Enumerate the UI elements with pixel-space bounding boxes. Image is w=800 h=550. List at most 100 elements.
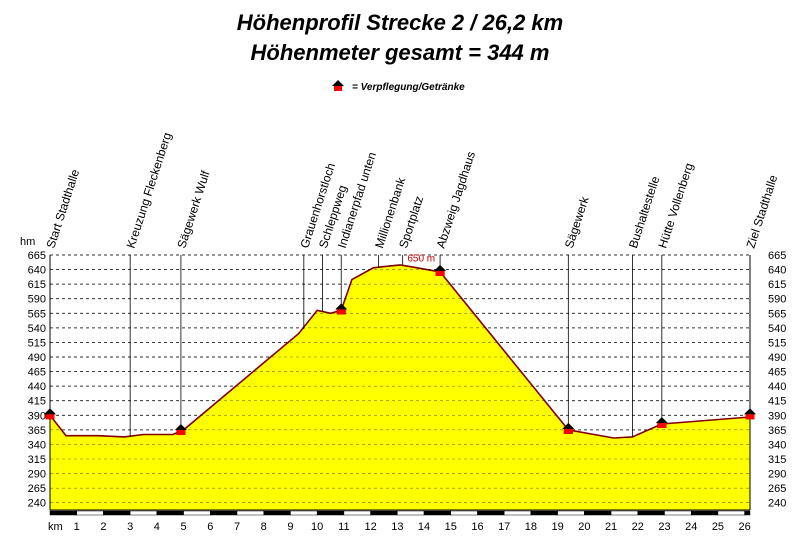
y-tick-label-left: 240 [28,498,46,510]
poi-label: Hütte Vollenberg [655,161,696,250]
refreshment-house-icon [44,408,56,420]
km-bar-segment [477,510,505,516]
x-tick-label: 23 [658,521,670,533]
y-tick-label-left: 665 [28,250,46,262]
x-tick-label: 4 [154,521,160,533]
y-tick-label-right: 465 [768,367,786,379]
km-bar-segment [183,510,211,516]
km-bar-segment [370,510,398,516]
refreshment-house-icon [174,424,187,436]
x-tick-label: 22 [632,521,644,533]
house-body [745,414,755,420]
km-bar-segment [530,510,558,516]
y-tick-label-left: 615 [28,279,46,291]
poi-label: Abzweig Jagdhaus [434,150,478,250]
km-bar-segment [290,510,318,516]
y-tick-label-right: 365 [768,425,786,437]
km-bar-segment [744,510,751,516]
x-tick-label: 21 [605,521,617,533]
x-tick-label: 18 [525,521,537,533]
y-tick-label-right: 265 [768,483,786,495]
chart-title-line-2: Höhenmeter gesamt = 344 m [250,40,550,65]
y-tick-label-left: 415 [28,396,46,408]
elevation-area [50,264,750,510]
x-tick-label: 6 [207,521,213,533]
x-tick-label: 14 [418,521,430,533]
x-tick-label: 1 [74,521,80,533]
y-tick-label-left: 440 [28,381,46,393]
km-bar-segment [103,510,131,516]
y-tick-label-right: 415 [768,396,786,408]
km-bar-segment [129,510,158,516]
house-body [563,428,573,434]
house-marker-icon [332,80,344,91]
km-bar-segment [156,510,184,516]
x-tick-label: 24 [685,521,697,533]
house-body [176,430,186,436]
peak-label: 650 m [407,254,435,265]
house-body [336,309,346,315]
poi-label: Ziel Stadthalle [744,173,781,250]
km-bar-segment [610,510,639,516]
y-tick-label-right: 565 [768,308,786,320]
x-tick-label: 2 [100,521,106,533]
y-tick-label-right: 540 [768,323,786,335]
y-tick-label-left: 315 [28,454,46,466]
y-tick-label-right: 615 [768,279,786,291]
km-bar-segment [210,510,238,516]
x-tick-label: 26 [739,521,751,533]
y-tick-label-left: 565 [28,308,46,320]
km-bar-segment [503,510,532,516]
y-tick-label-right: 290 [768,469,786,481]
x-tick-label: 5 [181,521,187,533]
km-bar-segment [423,510,452,516]
refreshment-house-icon [562,422,575,434]
km-bar-segment [236,510,264,516]
y-tick-label-left: 515 [28,337,46,349]
y-unit-label: hm [20,236,35,248]
x-tick-label: 19 [552,521,564,533]
x-tick-label: 25 [712,521,724,533]
km-bar-segment [664,510,692,516]
x-tick-label: 15 [445,521,457,533]
km-bar-segment [557,510,585,516]
poi-label: Start Stadthalle [44,167,83,250]
km-bar-segment [316,510,345,516]
km-bar-segment [49,510,77,516]
km-bar-segment [637,510,665,516]
y-tick-label-right: 240 [768,498,786,510]
y-tick-label-left: 265 [28,483,46,495]
y-tick-label-left: 540 [28,323,46,335]
poi-label: Sägewerk Wulf [174,168,212,249]
x-tick-label: 11 [338,521,349,533]
y-tick-label-left: 490 [28,352,46,364]
y-tick-label-right: 490 [768,352,786,364]
house-body [657,423,667,429]
y-tick-label-left: 640 [28,265,46,277]
poi-label: Kreuzung Fleckenberg [124,131,175,250]
y-tick-label-left: 465 [28,367,46,379]
x-tick-label: 20 [578,521,590,533]
km-bar-segment [717,510,745,516]
chart-title-line-1: Höhenprofil Strecke 2 / 26,2 km [236,10,564,35]
poi-label: Sägewerk [562,194,592,250]
x-unit-label: km [48,521,63,533]
y-tick-label-right: 590 [768,294,786,306]
x-tick-label: 10 [311,521,323,533]
refreshment-house-icon [655,417,668,429]
y-tick-label-left: 290 [28,469,46,481]
x-tick-label: 9 [287,521,293,533]
km-bar-segment [397,510,425,516]
y-tick-label-left: 340 [28,439,46,451]
km-bar-segment [263,510,291,516]
km-bar-segment [76,510,104,516]
km-bar-segment [343,510,371,516]
legend-label: = Verpflegung/Getränke [352,82,465,93]
x-tick-label: 8 [261,521,267,533]
km-bar-segment [450,510,478,516]
y-tick-label-left: 590 [28,294,46,306]
y-tick-label-right: 665 [768,250,786,262]
refreshment-house-icon [434,264,447,276]
x-tick-label: 7 [234,521,240,533]
